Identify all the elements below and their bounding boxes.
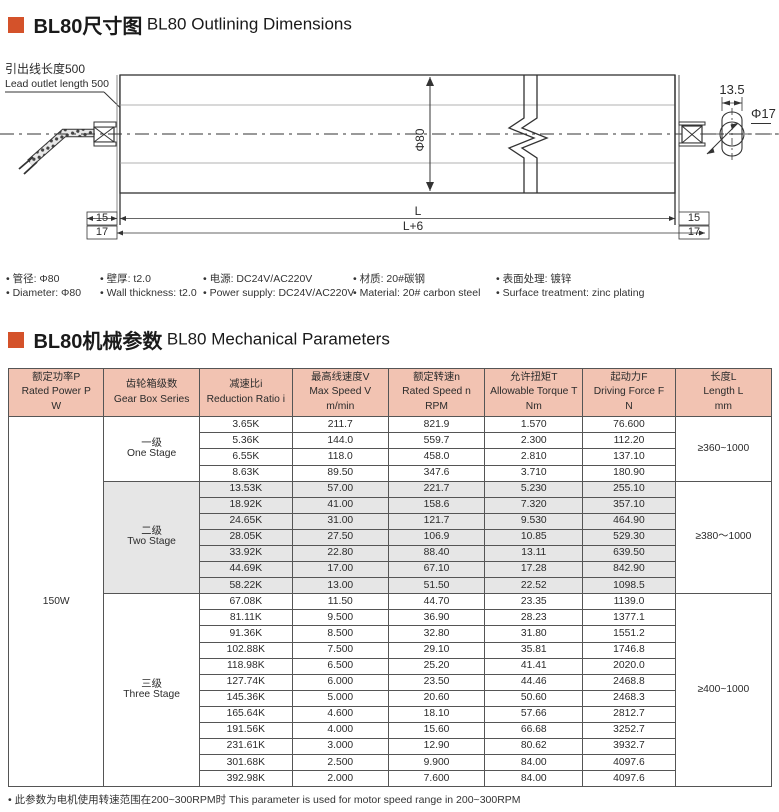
svg-text:Φ80: Φ80 [413,128,427,151]
svg-text:15: 15 [688,212,700,224]
svg-text:• Power supply: DC24V/AC220V: • Power supply: DC24V/AC220V [203,287,354,299]
svg-text:• 材质: 20#碳钢: • 材质: 20#碳钢 [353,272,425,285]
svg-text:• 壁厚: t2.0: • 壁厚: t2.0 [100,272,151,285]
svg-text:• Surface treatment: zinc plat: • Surface treatment: zinc plating [496,287,645,299]
svg-text:L+6: L+6 [403,219,424,233]
svg-text:17: 17 [688,226,700,238]
svg-text:Φ17: Φ17 [751,106,776,121]
svg-text:13.5: 13.5 [719,82,744,97]
svg-text:引出线长度500: 引出线长度500 [5,61,85,76]
svg-text:• 管径: Φ80: • 管径: Φ80 [6,272,60,285]
svg-text:• Material: 20# carbon steel: • Material: 20# carbon steel [353,287,480,299]
svg-text:• 电源: DC24V/AC220V: • 电源: DC24V/AC220V [203,272,312,285]
svg-text:• Diameter: Φ80: • Diameter: Φ80 [6,287,81,299]
svg-text:Lead outlet length 500: Lead outlet length 500 [5,78,109,90]
svg-text:15: 15 [96,212,108,224]
svg-text:• Wall thickness: t2.0: • Wall thickness: t2.0 [100,287,197,299]
svg-text:• 表面处理: 镀锌: • 表面处理: 镀锌 [496,272,572,285]
svg-text:L: L [415,204,422,218]
svg-text:17: 17 [96,226,108,238]
